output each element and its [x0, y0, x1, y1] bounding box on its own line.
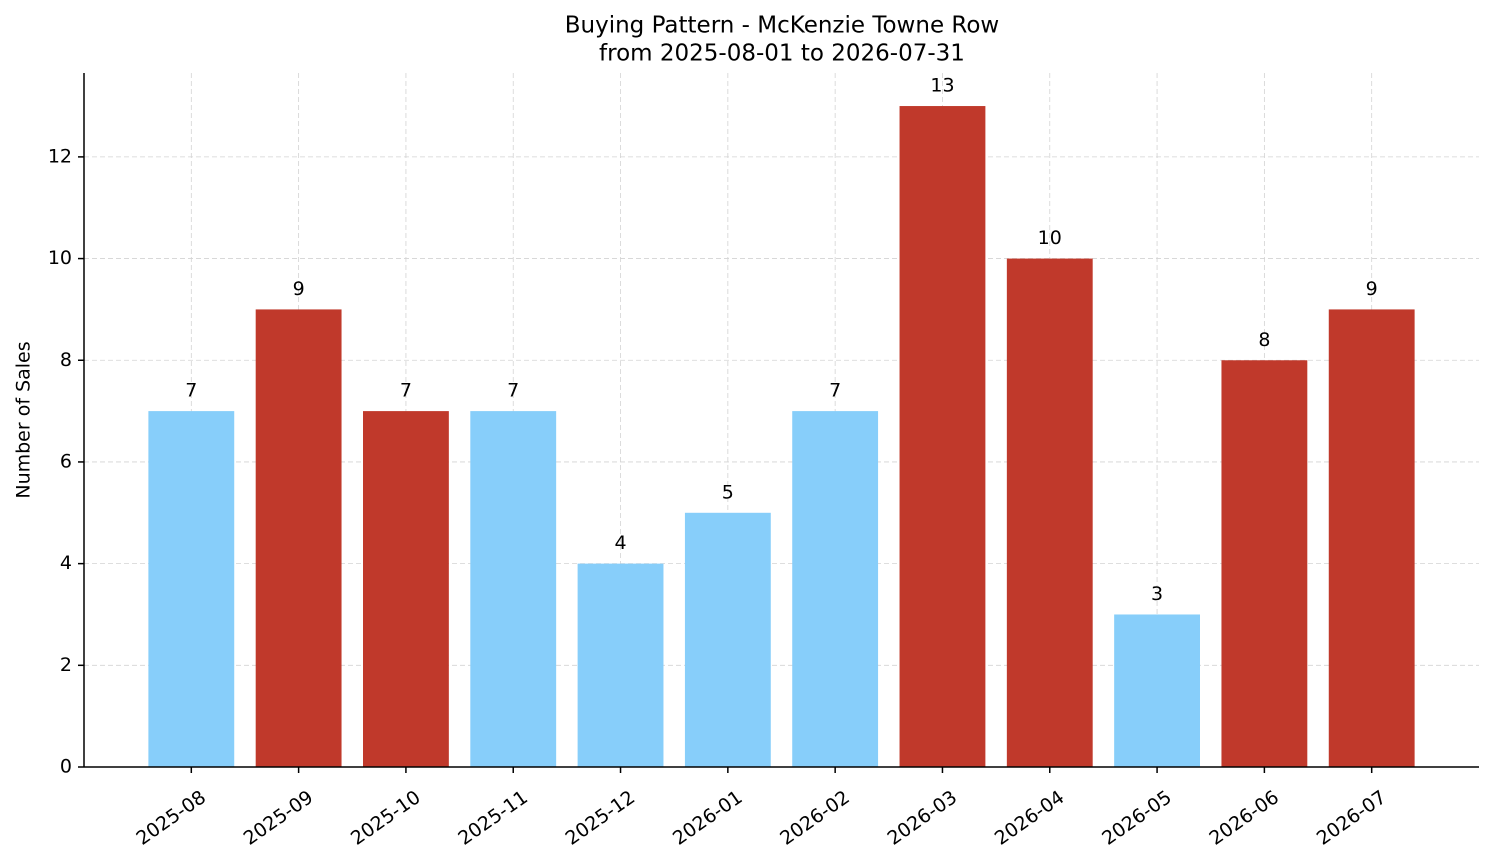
x-tick-label: 2025-08	[132, 786, 210, 850]
bar	[148, 411, 235, 767]
bar	[255, 309, 342, 767]
y-tick-label: 12	[48, 145, 72, 167]
data-label: 7	[829, 380, 841, 402]
bar	[1114, 614, 1200, 767]
x-tick-label: 2026-06	[1205, 786, 1283, 850]
x-tick-label: 2026-01	[669, 786, 747, 850]
data-label: 7	[185, 380, 197, 402]
y-tick-label: 0	[60, 756, 72, 778]
y-tick-label: 10	[48, 247, 72, 269]
y-tick-label: 6	[60, 450, 72, 472]
bar	[1006, 258, 1093, 767]
x-tick-label: 2026-03	[883, 786, 961, 850]
data-label: 4	[614, 532, 626, 554]
data-label: 9	[1366, 278, 1378, 300]
bar	[363, 411, 449, 767]
data-label: 8	[1258, 329, 1270, 351]
x-tick-label: 2025-09	[240, 786, 318, 850]
y-tick-label: 2	[60, 654, 72, 676]
data-label: 7	[400, 380, 412, 402]
y-tick-label: 4	[60, 552, 72, 574]
bar	[899, 106, 986, 768]
bar	[684, 512, 771, 767]
y-tick-label: 8	[60, 349, 72, 371]
x-tick-label: 2025-11	[454, 786, 532, 850]
chart-subtitle: from 2025-08-01 to 2026-07-31	[599, 41, 965, 67]
data-label: 13	[930, 75, 954, 97]
bar	[1328, 309, 1415, 767]
y-axis-label: Number of Sales	[13, 341, 35, 498]
data-label: 3	[1151, 583, 1163, 605]
x-tick-label: 2026-05	[1098, 786, 1176, 850]
chart-title: Buying Pattern - McKenzie Towne Row	[565, 13, 999, 39]
data-label: 7	[507, 380, 519, 402]
x-tick-label: 2026-07	[1313, 786, 1391, 850]
x-tick-label: 2026-02	[776, 786, 854, 850]
data-label: 5	[722, 481, 734, 503]
data-label: 10	[1038, 227, 1062, 249]
bar	[792, 411, 879, 767]
bar	[470, 411, 557, 767]
x-tick-label: 2025-12	[562, 786, 640, 850]
x-tick-label: 2026-04	[991, 786, 1069, 850]
data-label: 9	[293, 278, 305, 300]
x-tick-label: 2025-10	[347, 786, 425, 850]
bar	[1221, 360, 1308, 767]
bar	[577, 563, 664, 767]
